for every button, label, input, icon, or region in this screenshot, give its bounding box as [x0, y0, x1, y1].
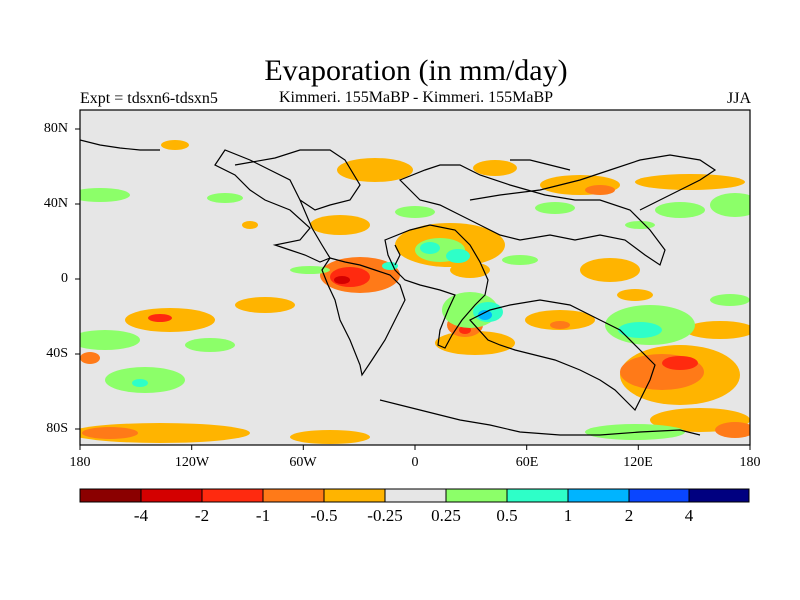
y-tick-label: 0 — [61, 271, 68, 286]
colorbar-swatch — [688, 488, 750, 503]
experiment-label: Expt = tdsxn6-tdsxn5 — [80, 90, 218, 107]
colorbar-label: -2 — [194, 506, 210, 525]
colorbar — [79, 488, 750, 503]
x-tick-label: 60W — [289, 455, 317, 470]
colorbar-swatch — [140, 488, 203, 503]
colorbar-label: 4 — [684, 506, 694, 525]
colorbar-label: -0.5 — [310, 506, 338, 525]
period-label: Kimmeri. 155MaBP - Kimmeri. 155MaBP — [278, 89, 554, 106]
evaporation-field — [80, 140, 750, 444]
x-tick-label: 0 — [411, 455, 419, 470]
coastlines — [80, 139, 717, 436]
colorbar-label: 2 — [624, 506, 634, 525]
colorbar-swatch — [567, 488, 630, 503]
colorbar-label: 0.5 — [496, 506, 518, 525]
season-label: JJA — [726, 90, 751, 107]
colorbar-swatch — [201, 488, 264, 503]
colorbar-label: -0.25 — [367, 506, 403, 525]
colorbar-label: 1 — [563, 506, 573, 525]
colorbar-swatch — [262, 488, 325, 503]
y-tick-label: 40N — [43, 196, 68, 211]
axis-ticks — [75, 128, 751, 450]
y-tick-label: 80S — [46, 421, 68, 436]
y-tick-label: 40S — [46, 346, 68, 361]
colorbar-swatch — [445, 488, 508, 503]
colorbar-label: -1 — [255, 506, 271, 525]
y-tick-label: 80N — [43, 121, 68, 136]
colorbar-swatch — [628, 488, 690, 503]
map-title: Evaporation (in mm/day) — [264, 54, 568, 87]
colorbar-swatch — [323, 488, 386, 503]
x-tick-label: 180 — [739, 455, 761, 470]
x-tick-label: 180 — [69, 455, 91, 470]
colorbar-swatch — [79, 488, 142, 503]
x-tick-label: 60E — [515, 455, 539, 470]
colorbar-label: -4 — [133, 506, 149, 525]
x-tick-label: 120E — [623, 455, 653, 470]
colorbar-swatch — [506, 488, 569, 503]
colorbar-swatch — [384, 488, 447, 503]
colorbar-label: 0.25 — [431, 506, 461, 525]
x-tick-label: 120W — [174, 455, 210, 470]
